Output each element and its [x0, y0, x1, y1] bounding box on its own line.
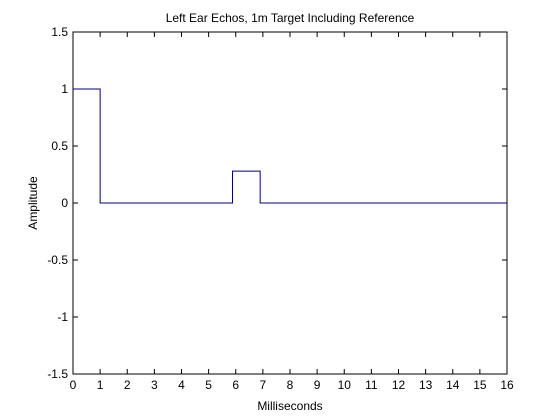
x-tick-label: 5	[205, 378, 212, 392]
y-tick-label: -1	[57, 310, 68, 324]
y-tick-label: 1	[61, 82, 68, 96]
x-axis-label: Milliseconds	[257, 399, 322, 413]
y-axis-ticks: 1.5 1 0.5 0 -0.5 -1 -1.5	[47, 25, 507, 381]
x-tick-label: 4	[178, 378, 185, 392]
x-tick-label: 2	[124, 378, 131, 392]
series-line	[73, 88, 507, 204]
y-axis-label: Amplitude	[26, 176, 40, 230]
y-tick-label: 1.5	[51, 25, 68, 39]
x-tick-label: 8	[287, 378, 294, 392]
y-tick-label: 0	[61, 196, 68, 210]
y-tick-label: -1.5	[47, 367, 68, 381]
y-tick-label: 0.5	[51, 139, 68, 153]
x-tick-label: 1	[97, 378, 104, 392]
x-tick-label: 13	[419, 378, 433, 392]
y-tick-label: -0.5	[47, 253, 68, 267]
x-tick-label: 10	[338, 378, 352, 392]
chart-title: Left Ear Echos, 1m Target Including Refe…	[166, 11, 415, 25]
x-tick-label: 15	[473, 378, 487, 392]
x-tick-label: 0	[70, 378, 77, 392]
x-tick-label: 3	[151, 378, 158, 392]
x-tick-label: 11	[365, 378, 378, 392]
x-tick-label: 9	[314, 378, 321, 392]
x-tick-label: 16	[500, 378, 514, 392]
x-tick-label: 14	[446, 378, 460, 392]
x-tick-label: 12	[392, 378, 406, 392]
x-tick-label: 6	[232, 378, 239, 392]
x-axis-ticks: 0 1 2 3 4 5 6 7 8 9 10 11 12 13 14 15 16	[70, 32, 514, 392]
series-layer	[73, 88, 507, 204]
x-tick-label: 7	[260, 378, 267, 392]
